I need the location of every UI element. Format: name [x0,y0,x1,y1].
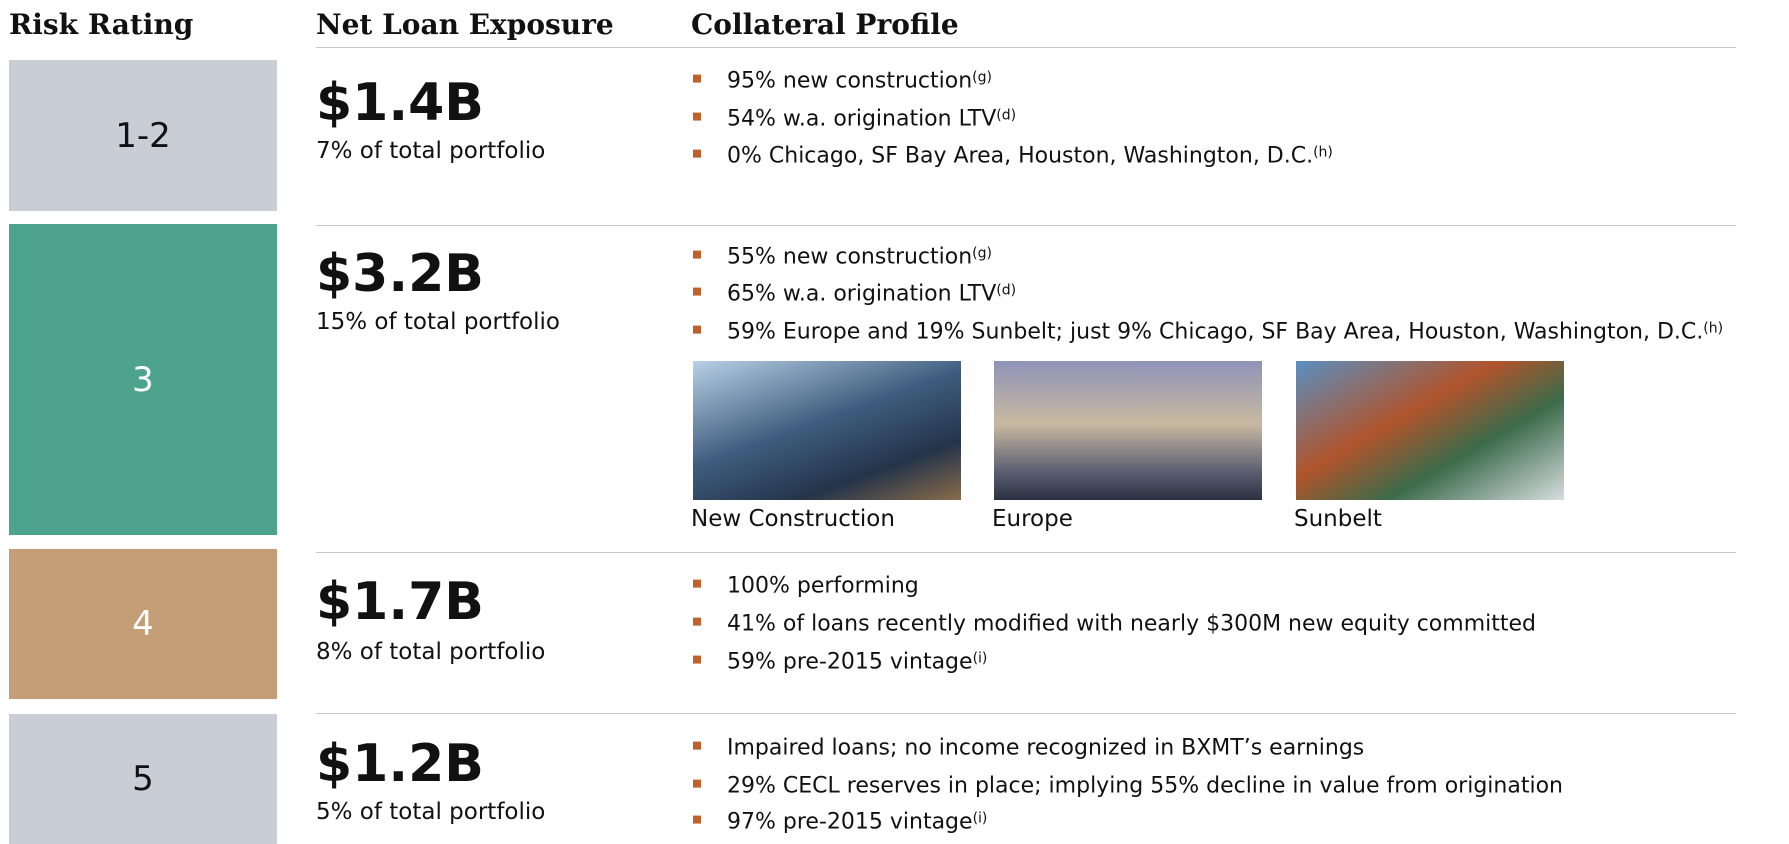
exposure: $1.2B [316,734,484,794]
portfolio-share: 5% of total portfolio [316,799,546,825]
bullet-text: 54% w.a. origination LTV [727,106,997,132]
bullet: 54% w.a. origination LTV(d) [727,107,1016,132]
bullet-marker [693,815,701,824]
bullet: 59% Europe and 19% Sunbelt; just 9% Chic… [727,320,1723,345]
bullet: 59% pre-2015 vintage(i) [727,650,987,675]
bullet-marker [693,779,701,788]
photo [994,361,1262,500]
exposure: $1.7B [316,572,484,632]
exposure: $3.2B [316,244,484,304]
rating-box: 4 [9,549,277,699]
photo-caption: Sunbelt [1294,506,1382,532]
bullet-marker [693,74,701,83]
footnote: (g) [972,69,992,86]
row-rule [316,225,1736,226]
header-rule [316,47,1736,48]
bullet-marker [693,741,701,750]
portfolio-share: 15% of total portfolio [316,309,560,335]
bullet-text: 65% w.a. origination LTV [727,281,997,307]
exposure: $1.4B [316,73,484,133]
bullet-text: Impaired loans; no income recognized in … [727,735,1365,761]
header-exposure: Net Loan Exposure [316,8,614,41]
footnote: (h) [1703,320,1724,337]
footnote: (d) [996,107,1017,124]
photo [693,361,961,500]
bullet-marker [693,112,701,121]
rating-box: 5 [9,714,277,844]
bullet: Impaired loans; no income recognized in … [727,736,1364,761]
bullet-text: 0% Chicago, SF Bay Area, Houston, Washin… [727,143,1314,169]
bullet-marker [693,655,701,664]
bullet-marker [693,287,701,296]
header-collateral: Collateral Profile [691,8,959,41]
row-rule [316,713,1736,714]
footnote: (h) [1313,144,1333,161]
footnote: (d) [996,282,1017,299]
portfolio-share: 7% of total portfolio [316,138,546,164]
bullet-text: 59% pre-2015 vintage [727,649,973,675]
bullet: 95% new construction(g) [727,69,992,94]
bullet: 0% Chicago, SF Bay Area, Houston, Washin… [727,144,1333,169]
bullet-text: 59% Europe and 19% Sunbelt; just 9% Chic… [727,319,1704,345]
rating-box: 1-2 [9,60,277,211]
footnote: (i) [972,650,988,667]
footnote: (i) [972,810,988,827]
bullet: 65% w.a. origination LTV(d) [727,282,1016,307]
bullet-marker [693,250,701,259]
bullet-text: 95% new construction [727,68,973,94]
bullet-marker [693,325,701,334]
bullet-text: 29% CECL reserves in place; implying 55%… [727,773,1563,799]
bullet-marker [693,617,701,626]
photo-caption: Europe [992,506,1073,532]
bullet-marker [693,149,701,158]
bullet-text: 55% new construction [727,244,973,270]
bullet-text: 41% of loans recently modified with near… [727,611,1536,637]
bullet-text: 97% pre-2015 vintage [727,809,973,835]
photo-caption: New Construction [691,506,895,532]
bullet: 29% CECL reserves in place; implying 55%… [727,774,1563,799]
photo [1296,361,1564,500]
portfolio-share: 8% of total portfolio [316,639,546,665]
bullet: 97% pre-2015 vintage(i) [727,810,987,835]
bullet: 41% of loans recently modified with near… [727,612,1536,637]
bullet-marker [693,579,701,588]
rating-box: 3 [9,224,277,535]
bullet: 55% new construction(g) [727,245,992,270]
bullet-text: 100% performing [727,573,919,599]
row-rule [316,552,1736,553]
header-rating: Risk Rating [9,8,194,41]
bullet: 100% performing [727,574,919,599]
footnote: (g) [972,245,992,262]
